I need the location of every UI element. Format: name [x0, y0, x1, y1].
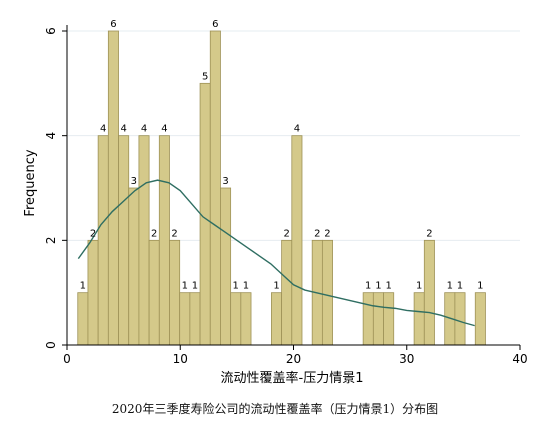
- histogram-bar: [179, 292, 191, 346]
- x-tick-label: 40: [512, 352, 527, 366]
- bar-count-label: 6: [212, 19, 218, 30]
- histogram-bar: [454, 292, 466, 346]
- histogram-bar: [271, 292, 283, 346]
- bar-count-label: 4: [294, 124, 300, 135]
- histogram-bar: [97, 135, 109, 346]
- x-tick-label: 30: [399, 352, 414, 366]
- bar-count-label: 1: [457, 281, 463, 292]
- x-axis-label: 流动性覆盖率-压力情景1: [221, 370, 364, 386]
- histogram-bar: [291, 135, 303, 346]
- histogram-bar: [362, 292, 374, 346]
- bar-count-label: 1: [192, 281, 198, 292]
- bar-count-label: 4: [100, 124, 106, 135]
- density-curve: [77, 179, 475, 327]
- density-curve-layer: [77, 179, 475, 327]
- bar-count-label: 2: [324, 228, 330, 239]
- bar-count-label: 4: [141, 124, 147, 135]
- bar-count-label: 2: [284, 228, 290, 239]
- bar-count-label: 1: [273, 281, 279, 292]
- histogram-bar: [230, 292, 242, 346]
- bar-count-label: 3: [131, 176, 137, 187]
- y-axis-label: Frequency: [23, 149, 38, 216]
- bar-count-label: 1: [243, 281, 249, 292]
- bar-count-label: 1: [80, 281, 86, 292]
- y-tick-label: 0: [44, 341, 58, 349]
- histogram-bar: [169, 239, 181, 346]
- bar-count-label: 2: [151, 228, 157, 239]
- bar-count-label: 1: [385, 281, 391, 292]
- x-tick-label: 10: [173, 352, 188, 366]
- bar-count-label: 2: [171, 228, 177, 239]
- histogram-bar: [77, 292, 89, 346]
- histogram-bar: [148, 239, 160, 346]
- histogram-bar: [128, 187, 140, 346]
- histogram-bar: [158, 135, 170, 346]
- y-tick-label: 2: [44, 237, 58, 245]
- histogram-bar: [220, 187, 232, 346]
- bar-count-label: 1: [182, 281, 188, 292]
- histogram-bar: [87, 239, 99, 346]
- bar-count-label: 1: [477, 281, 483, 292]
- x-tick-label: 20: [286, 352, 301, 366]
- bar-count-label: 4: [120, 124, 126, 135]
- histogram-bar: [383, 292, 395, 346]
- histogram-bar: [474, 292, 486, 346]
- bar-count-label: 4: [161, 124, 167, 135]
- bar-count-label: 5: [202, 71, 208, 82]
- bar-count-label: 3: [222, 176, 228, 187]
- histogram-bar: [138, 135, 150, 346]
- bar-count-label: 1: [375, 281, 381, 292]
- figure-caption: 2020年三季度寿险公司的流动性覆盖率（压力情景1）分布图: [111, 402, 439, 416]
- bar-count-label: 2: [90, 228, 96, 239]
- histogram-bar: [372, 292, 384, 346]
- histogram-bar: [118, 135, 130, 346]
- bar-count-label: 2: [314, 228, 320, 239]
- histogram-bar: [413, 292, 425, 346]
- bar-count-label: 1: [233, 281, 239, 292]
- histogram-bar: [209, 30, 221, 346]
- histogram-bar: [199, 82, 211, 346]
- histogram-bar: [240, 292, 252, 346]
- x-tick-label: 0: [63, 352, 71, 366]
- axes-layer: 0 10 20 30 40 0 2 4 6: [44, 25, 528, 366]
- y-tick-label: 6: [44, 27, 58, 35]
- histogram-bar: [423, 239, 435, 346]
- histogram-bar: [107, 30, 119, 346]
- histogram-bar: [281, 239, 293, 346]
- histogram-bar: [189, 292, 201, 346]
- histogram-bar: [321, 239, 333, 346]
- bar-count-label: 1: [365, 281, 371, 292]
- bar-count-label: 6: [110, 19, 116, 30]
- bar-count-label: 1: [416, 281, 422, 292]
- bars-layer: [77, 30, 486, 346]
- bar-count-label: 2: [426, 228, 432, 239]
- y-tick-label: 4: [44, 132, 58, 140]
- bar-count-label: 1: [447, 281, 453, 292]
